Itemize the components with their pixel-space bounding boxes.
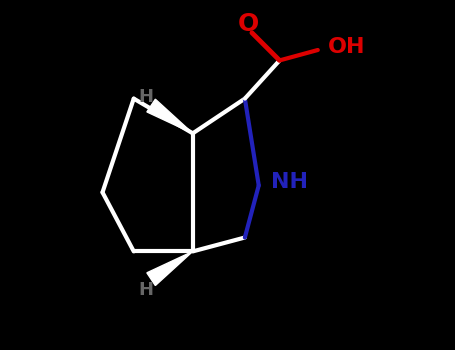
Text: NH: NH xyxy=(271,172,308,192)
Text: H: H xyxy=(138,88,153,106)
Text: O: O xyxy=(238,12,259,36)
Polygon shape xyxy=(147,251,193,286)
Polygon shape xyxy=(147,99,193,133)
Text: OH: OH xyxy=(328,36,366,57)
Text: H: H xyxy=(138,281,153,299)
